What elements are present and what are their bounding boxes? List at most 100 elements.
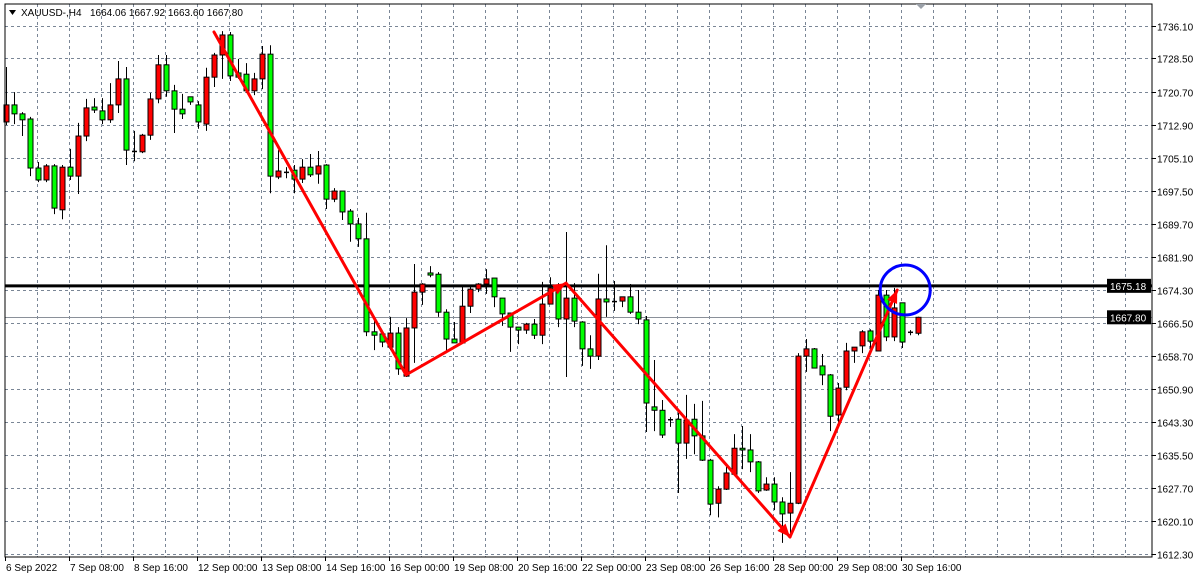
y-tick-label: 1612.30 [1157, 551, 1194, 562]
x-tick-label: 29 Sep 08:00 [838, 563, 898, 574]
candle [339, 190, 346, 221]
y-tick-label: 1650.90 [1157, 386, 1194, 397]
candle [899, 302, 906, 349]
candle-body [675, 418, 682, 444]
level-price-box [1107, 278, 1151, 293]
shift-marker-icon[interactable] [916, 4, 926, 9]
candle [851, 346, 858, 363]
candle [267, 45, 274, 194]
candle [132, 130, 137, 162]
candle-body [763, 483, 770, 491]
candle-body [627, 296, 634, 313]
candle-body [451, 338, 458, 344]
candle [779, 497, 786, 543]
candle-body [443, 311, 450, 340]
candle [483, 269, 490, 294]
y-tick-label: 1658.70 [1157, 353, 1194, 364]
candle-body [523, 323, 530, 331]
candle-body [419, 283, 426, 293]
x-tick-label: 20 Sep 16:00 [518, 563, 578, 574]
candle-body [123, 78, 130, 151]
time-axis[interactable]: 6 Sep 2022 7 Sep 08:00 8 Sep 16:00 12 Sep 0… [5, 557, 962, 574]
candle-body [275, 170, 282, 178]
trend-arrow-segment[interactable] [788, 288, 899, 539]
candle [603, 245, 610, 317]
candle-body [43, 165, 50, 181]
candle-body [563, 297, 570, 320]
candle-body [827, 374, 834, 417]
candle-body [739, 447, 746, 451]
candle [875, 290, 882, 352]
candle-body [531, 323, 538, 336]
candle-body [427, 272, 434, 276]
candle [171, 84, 178, 134]
candle [579, 321, 586, 366]
candle-body [707, 459, 714, 505]
candle [331, 188, 338, 203]
candle [371, 318, 378, 351]
candle [259, 46, 266, 90]
price-axis[interactable]: 1736.10 1728.50 1720.70 1712.90 1705.10 1697.… [1152, 23, 1194, 562]
candle-body [515, 326, 522, 331]
candle-body [315, 165, 322, 175]
candle-body [867, 330, 874, 342]
candle [347, 208, 354, 242]
candle-body [67, 166, 74, 177]
candle [275, 150, 282, 180]
candle [467, 287, 474, 314]
y-tick-label: 1635.50 [1157, 452, 1194, 463]
bid-price-label: 1667.80 [1110, 313, 1147, 324]
candle-body [723, 472, 730, 490]
candle [515, 326, 522, 345]
candle [299, 159, 306, 183]
triangle-down-icon[interactable] [9, 10, 16, 15]
candle [211, 52, 218, 87]
candle [83, 98, 90, 142]
candle [451, 321, 458, 344]
candle-body [811, 348, 818, 369]
candle-body [11, 104, 18, 115]
candle-body [363, 238, 370, 333]
candle [915, 316, 922, 336]
candle-body [3, 104, 10, 123]
trend-arrow-segment[interactable] [564, 281, 792, 539]
candle [307, 153, 314, 177]
candle [747, 434, 754, 473]
candle [668, 417, 673, 427]
candle-body [899, 302, 906, 343]
candle [795, 353, 802, 505]
candle [763, 477, 770, 491]
annotations[interactable] [212, 30, 932, 539]
x-tick-label: 7 Sep 08:00 [70, 563, 124, 574]
candle-body [547, 287, 554, 305]
candle [523, 322, 530, 334]
candle-body [371, 331, 378, 336]
highlight-circle[interactable] [878, 263, 932, 317]
candle-body [163, 64, 170, 92]
y-tick-label: 1736.10 [1157, 23, 1194, 34]
arrowhead-icon [777, 523, 790, 537]
candle-body [99, 110, 106, 121]
y-tick-label: 1720.70 [1157, 89, 1194, 100]
y-tick-label: 1681.90 [1157, 254, 1194, 265]
candle [3, 66, 10, 125]
candle [51, 164, 58, 215]
candle [803, 339, 810, 372]
candle-body [715, 488, 722, 504]
candle-body [187, 96, 194, 103]
trend-arrow-segment[interactable] [404, 281, 568, 377]
x-tick-label: 16 Sep 00:00 [390, 563, 450, 574]
candle-body [459, 305, 466, 344]
candle-body [411, 291, 418, 329]
candle [91, 98, 98, 114]
candle-body [875, 294, 882, 352]
candle-body [571, 297, 578, 322]
candle-body [299, 166, 306, 180]
trend-arrow-segment[interactable] [212, 30, 408, 377]
candle [35, 162, 42, 183]
candle [107, 83, 114, 123]
candle-body [203, 76, 210, 125]
candle [587, 335, 594, 369]
candle-body [211, 54, 218, 78]
